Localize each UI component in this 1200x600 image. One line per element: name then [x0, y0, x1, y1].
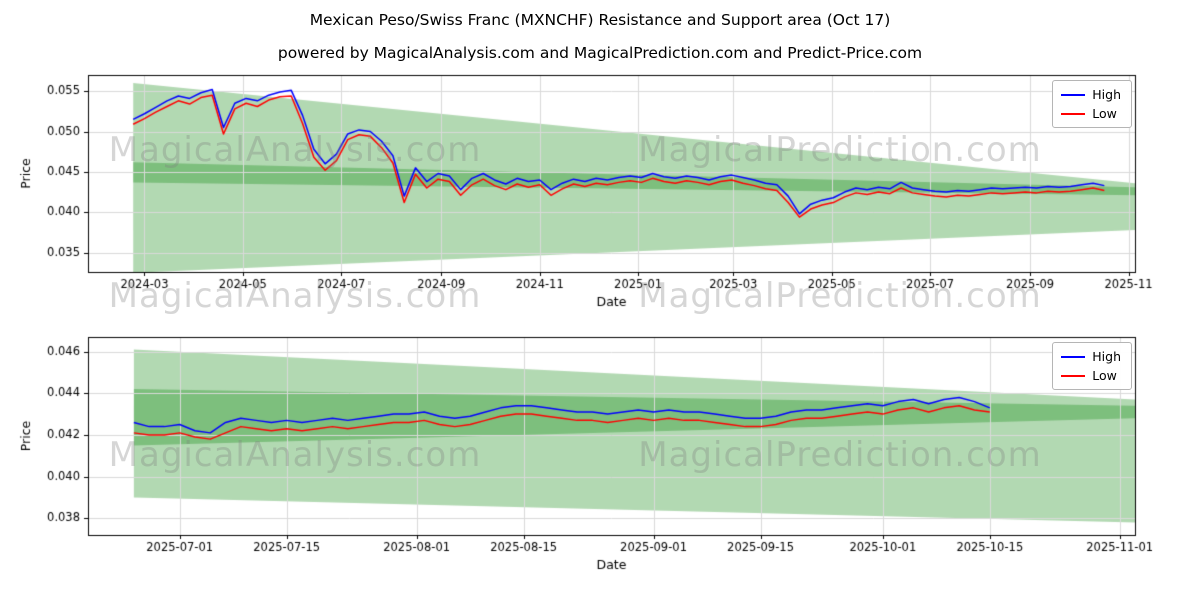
- legend-item-low: Low: [1061, 104, 1121, 123]
- legend-label-high: High: [1092, 87, 1121, 102]
- legend-label-low: Low: [1092, 368, 1117, 383]
- figure-subtitle: powered by MagicalAnalysis.com and Magic…: [277, 44, 923, 62]
- low-line-swatch: [1061, 374, 1086, 377]
- legend-bottom-chart: High Low: [1052, 342, 1132, 390]
- bottom-price-chart-canvas: [0, 325, 1200, 600]
- legend-label-low: Low: [1092, 106, 1117, 121]
- legend-label-high: High: [1092, 349, 1121, 364]
- top-price-chart-canvas: [0, 60, 1200, 325]
- legend-item-low: Low: [1061, 366, 1121, 385]
- figure-title: Mexican Peso/Swiss Franc (MXNCHF) Resist…: [309, 11, 891, 29]
- high-line-swatch: [1061, 355, 1086, 358]
- low-line-swatch: [1061, 112, 1086, 115]
- legend-item-high: High: [1061, 347, 1121, 366]
- legend-item-high: High: [1061, 85, 1121, 104]
- high-line-swatch: [1061, 93, 1086, 96]
- legend-top-chart: High Low: [1052, 80, 1132, 128]
